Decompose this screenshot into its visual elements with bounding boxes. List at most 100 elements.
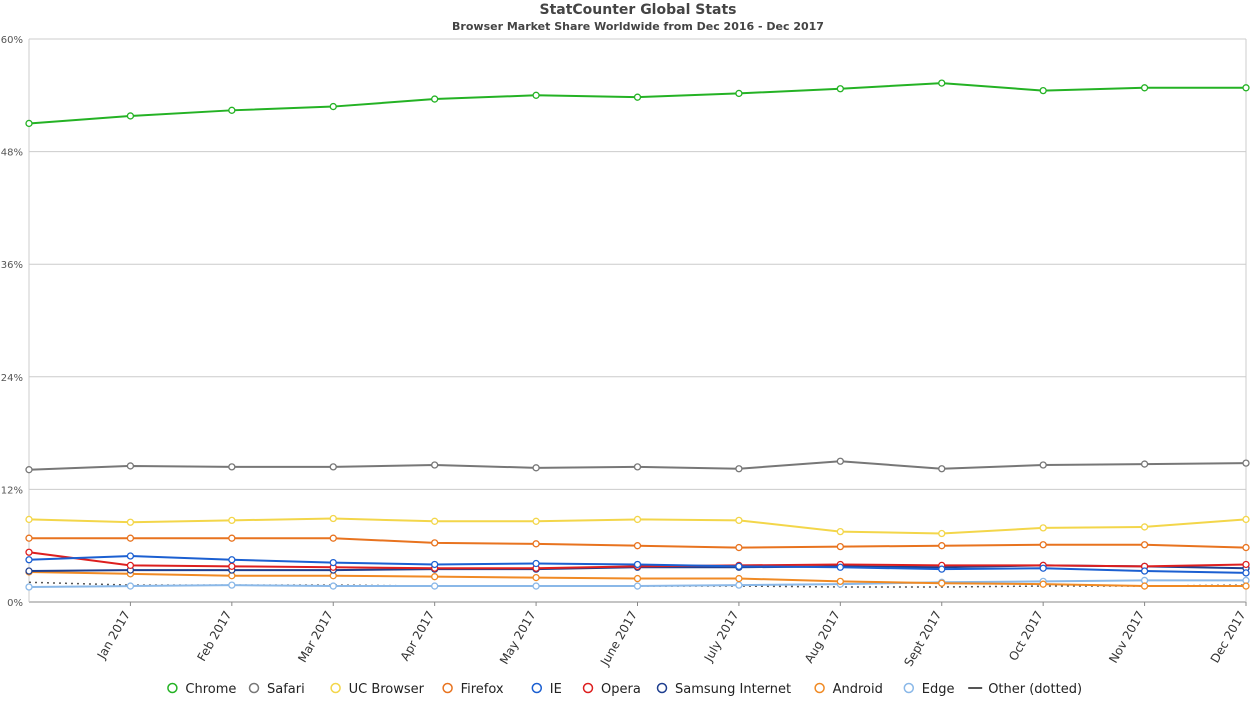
data-point (1242, 84, 1250, 92)
data-point (633, 515, 642, 524)
legend-item[interactable]: Opera (582, 682, 641, 697)
data-point (938, 79, 946, 87)
legend-label: Other (dotted) (988, 682, 1082, 697)
data-point (1140, 84, 1149, 92)
x-tick-label: Sept 2017 (901, 609, 944, 669)
series-android (25, 568, 1250, 590)
data-point (1242, 569, 1250, 577)
series-safari (25, 457, 1250, 474)
data-point (431, 573, 439, 581)
data-point (329, 514, 337, 523)
legend-item[interactable]: Safari (248, 682, 305, 697)
data-point (633, 574, 642, 583)
x-tick-label: Feb 2017 (195, 609, 235, 664)
data-point (633, 93, 642, 101)
data-point (228, 463, 236, 471)
data-point (1039, 541, 1047, 549)
data-point (25, 534, 33, 542)
data-point (1140, 541, 1149, 549)
data-point (1039, 580, 1047, 588)
data-point (25, 548, 33, 556)
data-point (228, 106, 236, 114)
data-point (431, 95, 439, 103)
data-point (532, 573, 540, 582)
data-point (25, 567, 33, 575)
legend-label: Edge (922, 682, 955, 697)
data-point (735, 516, 743, 525)
data-point (1140, 567, 1149, 575)
data-point (938, 529, 946, 538)
data-point (1140, 460, 1149, 468)
data-point (532, 559, 540, 568)
data-point (126, 534, 135, 542)
data-point (329, 558, 337, 567)
legend[interactable]: Chrome Safari UC Browser Firefox IE Opera Sams… (167, 682, 1082, 697)
data-point (431, 461, 439, 469)
legend-label: UC Browser (349, 682, 425, 697)
series-chrome (25, 79, 1250, 128)
legend-swatch (656, 682, 668, 694)
series-line (28, 82, 1246, 125)
legend-label: IE (550, 682, 562, 697)
legend-item[interactable]: Chrome (167, 682, 237, 697)
x-tick-label: Mar 2017 (295, 609, 336, 665)
data-point (735, 465, 743, 473)
data-point (228, 516, 236, 525)
legend-item[interactable]: Edge (903, 682, 955, 697)
data-point (1140, 582, 1149, 590)
data-point (633, 582, 642, 590)
data-point (735, 543, 743, 552)
x-axis-ticks: Jan 2017 Feb 2017 Mar 2017 Apr 2017 May 2017… (94, 602, 1249, 669)
legend-item[interactable]: IE (531, 682, 562, 697)
data-point (25, 556, 33, 564)
legend-swatch (582, 682, 594, 694)
legend-item[interactable]: Samsung Internet (656, 682, 792, 697)
data-point (836, 542, 844, 551)
data-point (126, 518, 135, 526)
legend-item[interactable]: Android (814, 682, 883, 697)
data-point (25, 466, 33, 474)
data-point (329, 463, 337, 471)
data-point (532, 464, 540, 472)
legend-label: Chrome (185, 682, 236, 697)
legend-item[interactable]: Firefox (442, 682, 504, 697)
legend-swatch (903, 682, 915, 694)
data-point (1242, 560, 1250, 569)
data-point (836, 563, 844, 571)
data-point (633, 542, 642, 550)
data-point (1242, 459, 1250, 467)
series-lines (25, 79, 1250, 591)
data-point (126, 112, 135, 120)
y-tick-label: 0% (7, 598, 23, 609)
legend-label: Firefox (461, 682, 504, 697)
data-point (938, 565, 946, 573)
data-point (329, 582, 337, 590)
data-point (1242, 582, 1250, 590)
data-point (329, 534, 337, 542)
data-point (1242, 543, 1250, 552)
data-point (532, 517, 540, 525)
data-point (633, 463, 642, 471)
x-tick-label: Nov 2017 (1106, 609, 1147, 666)
data-point (25, 119, 33, 128)
data-point (126, 462, 135, 470)
y-axis-ticks: 0% 12% 24% 36% 48% 60% (1, 35, 23, 609)
legend-swatch (442, 682, 453, 694)
x-tick-label: June 2017 (597, 609, 640, 669)
data-point (735, 89, 743, 98)
legend-item[interactable]: Other (dotted) (968, 682, 1082, 697)
data-point (1140, 523, 1149, 531)
legend-swatch (167, 682, 178, 694)
series-firefox (25, 534, 1250, 552)
legend-swatch (248, 682, 260, 694)
data-point (532, 540, 540, 548)
data-point (228, 581, 236, 589)
data-point (1039, 461, 1047, 469)
x-tick-label: Apr 2017 (398, 609, 438, 664)
data-point (836, 577, 844, 586)
data-point (431, 560, 439, 569)
x-tick-label: Oct 2017 (1006, 609, 1046, 664)
legend-item[interactable]: UC Browser (330, 682, 425, 697)
data-point (938, 542, 946, 550)
legend-label: Opera (601, 682, 641, 697)
